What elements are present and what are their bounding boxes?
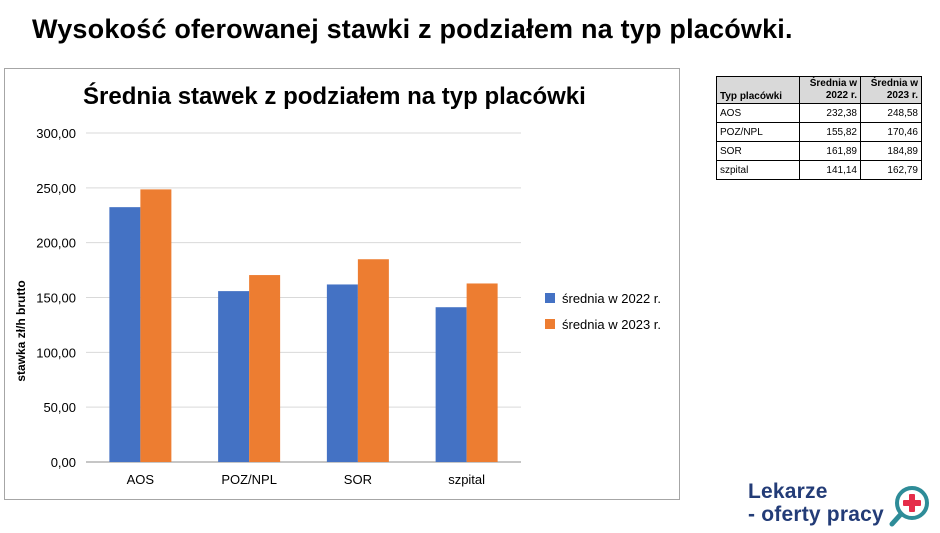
- bar-2023: [357, 259, 389, 462]
- y-tick-label: 100,00: [36, 345, 76, 360]
- legend-label-2023: średnia w 2023 r.: [562, 316, 662, 332]
- table-header-row: Typ placówki Średnia w 2022 r. Średnia w…: [716, 76, 922, 104]
- brand-logo: Lekarze - oferty pracy: [748, 478, 938, 530]
- table-row: SOR 161,89 184,89: [716, 141, 922, 161]
- legend-item-2023: średnia w 2023 r.: [545, 311, 661, 337]
- bar-2022: [326, 284, 358, 462]
- bar-2022: [218, 291, 250, 462]
- chart-container: Średnia stawek z podziałem na typ placów…: [4, 68, 680, 500]
- bar-chart-plot: 0,00 50,00 100,00 150,00 200,00 250,00 300,00 A…: [36, 126, 521, 487]
- y-tick-label: 50,00: [43, 400, 76, 415]
- table-cell-2023: 184,89: [860, 141, 922, 161]
- legend-item-2022: średnia w 2022 r.: [545, 285, 661, 311]
- table-cell-2023: 170,46: [860, 122, 922, 142]
- bar-2023: [466, 283, 498, 462]
- chart-title: Średnia stawek z podziałem na typ placów…: [83, 83, 586, 110]
- table-cell-2022: 155,82: [799, 122, 861, 142]
- x-tick-label: AOS: [127, 472, 155, 487]
- x-tick-label: SOR: [344, 472, 372, 487]
- bar-2023: [249, 275, 281, 462]
- table-cell-2022: 232,38: [799, 103, 861, 123]
- chart-legend: średnia w 2022 r. średnia w 2023 r.: [545, 285, 661, 337]
- bar-2022: [435, 307, 467, 462]
- table-cell-2022: 141,14: [799, 160, 861, 180]
- table-row: POZ/NPL 155,82 170,46: [716, 122, 922, 142]
- legend-swatch-2022: [545, 293, 555, 303]
- magnifier-plus-icon: [889, 486, 929, 527]
- table-row: szpital 141,14 162,79: [716, 160, 922, 180]
- logo-text-line2: - oferty pracy: [748, 503, 884, 526]
- table-cell-type: szpital: [716, 160, 800, 180]
- table-cell-2023: 162,79: [860, 160, 922, 180]
- table-cell-type: POZ/NPL: [716, 122, 800, 142]
- y-tick-label: 300,00: [36, 126, 76, 141]
- legend-label-2022: średnia w 2022 r.: [562, 290, 662, 306]
- table-header-type: Typ placówki: [716, 76, 800, 104]
- summary-table: Typ placówki Średnia w 2022 r. Średnia w…: [716, 76, 922, 180]
- table-cell-type: AOS: [716, 103, 800, 123]
- table-row: AOS 232,38 248,58: [716, 103, 922, 123]
- table-cell-type: SOR: [716, 141, 800, 161]
- bar-2022: [109, 207, 141, 462]
- logo-text-line1: Lekarze: [748, 480, 828, 503]
- y-tick-label: 0,00: [51, 455, 76, 470]
- table-cell-2022: 161,89: [799, 141, 861, 161]
- table-header-2023: Średnia w 2023 r.: [860, 76, 922, 104]
- x-tick-label: POZ/NPL: [221, 472, 277, 487]
- y-tick-label: 150,00: [36, 291, 76, 306]
- slide-title: Wysokość oferowanej stawki z podziałem n…: [32, 14, 793, 44]
- y-tick-label: 200,00: [36, 236, 76, 251]
- table-header-2022: Średnia w 2022 r.: [799, 76, 861, 104]
- table-cell-2023: 248,58: [860, 103, 922, 123]
- legend-swatch-2023: [545, 319, 555, 329]
- bar-2023: [140, 189, 172, 462]
- x-tick-label: szpital: [448, 472, 485, 487]
- y-tick-label: 250,00: [36, 181, 76, 196]
